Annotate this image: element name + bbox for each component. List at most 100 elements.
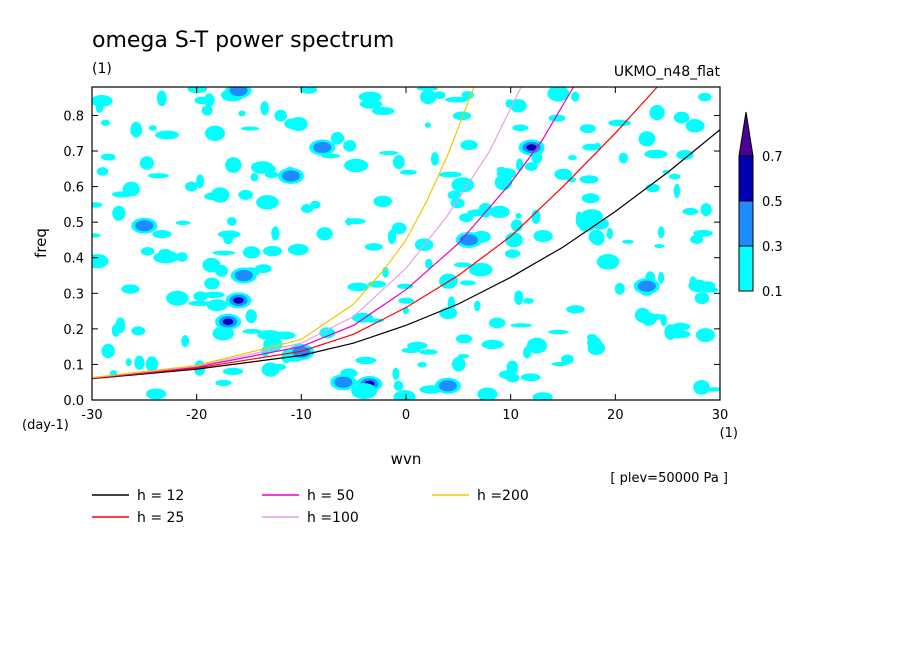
contour-patch — [455, 334, 473, 344]
contour-patch — [271, 363, 287, 371]
contour-patch — [398, 297, 415, 304]
contour-patch-strong — [351, 383, 378, 400]
pressure-level-note: [ plev=50000 Pa ] — [610, 471, 728, 486]
contour-patch — [393, 390, 416, 400]
contour-patch — [153, 252, 176, 264]
contour-patch — [176, 252, 188, 262]
contour-patch — [273, 331, 296, 340]
contour-patch — [316, 227, 333, 241]
contour-patch — [523, 346, 531, 359]
contour-patch — [667, 330, 691, 339]
dispersion-curves — [92, 87, 720, 380]
legend-label: h = 12 — [137, 488, 184, 504]
contour-patch — [92, 202, 103, 208]
contour-patch — [188, 300, 211, 306]
chart-title: omega S-T power spectrum — [92, 28, 394, 53]
contour-patch — [700, 203, 712, 217]
contour-patch — [393, 154, 405, 170]
contour-patch — [512, 124, 529, 132]
colorbar-segment — [738, 155, 754, 202]
contour-patch — [579, 124, 596, 134]
contour-patch-strong — [459, 234, 478, 246]
contour-patch — [634, 307, 651, 323]
contour-patch — [548, 329, 569, 335]
contour-patch — [125, 358, 132, 367]
contour-patch — [241, 126, 260, 131]
contour-patch — [587, 341, 605, 355]
contour-patch — [215, 379, 232, 387]
contour-patch — [205, 125, 225, 141]
legend-label: h =200 — [477, 488, 529, 504]
contour-patch — [454, 262, 472, 268]
contour-patch — [531, 209, 541, 224]
contour-patch — [676, 150, 694, 160]
contour-patch — [504, 249, 521, 259]
contour-patch — [101, 343, 115, 359]
contour-patch — [496, 168, 516, 180]
contour-patch — [96, 167, 109, 176]
contour-patch — [204, 277, 220, 290]
contour-patch — [196, 174, 205, 189]
contour-patch — [100, 119, 111, 126]
contour-patch — [140, 247, 155, 256]
contour-patch — [481, 339, 504, 350]
contour-patch — [649, 105, 665, 121]
contour-patch — [693, 380, 710, 395]
contour-patch — [525, 162, 538, 171]
contour-patch — [206, 299, 228, 312]
contour-patch — [204, 93, 215, 107]
x-unit-label: (1) — [720, 426, 738, 441]
x-tick-label: -20 — [186, 408, 207, 423]
contour-patch — [358, 91, 382, 102]
contour-patch — [256, 195, 279, 210]
x-tick-label: -30 — [81, 408, 102, 423]
contour-patch — [212, 250, 236, 256]
contour-patch — [700, 281, 716, 292]
contour-patch — [397, 283, 414, 289]
contour-patch — [265, 171, 279, 179]
chart-subtitle: (1) — [92, 61, 112, 77]
legend-label: h = 25 — [137, 510, 184, 526]
contour-patch — [638, 131, 656, 147]
contour-patch — [682, 207, 699, 216]
dispersion-line — [92, 129, 720, 380]
contour-patch-strong — [233, 297, 244, 304]
contour-patch — [669, 173, 681, 180]
contour-patch — [424, 122, 431, 128]
y-axis-label: freq — [32, 228, 50, 258]
colorbar-segment — [738, 245, 754, 292]
contour-patch — [459, 280, 476, 286]
contour-patch — [222, 367, 244, 375]
contour-patch — [134, 355, 145, 370]
contour-patch — [226, 217, 237, 226]
contour-patch — [347, 282, 369, 292]
contour-patch-strong — [281, 170, 300, 182]
contour-patch — [554, 168, 573, 180]
colorbar-label: 0.5 — [762, 195, 783, 210]
contour-patch — [489, 205, 510, 218]
contour-patch — [469, 262, 493, 277]
contour-patch-strong — [222, 318, 234, 325]
spectrum-contour-fills — [92, 87, 720, 400]
contour-patch — [263, 245, 282, 257]
contour-patch — [145, 356, 159, 373]
contour-patch — [215, 265, 229, 277]
contour-patch — [548, 114, 566, 122]
contour-patch — [695, 328, 715, 343]
contour-patch — [533, 230, 553, 242]
legend: h = 12 h = 25 h = 50 h =100 h =200 — [92, 488, 529, 526]
contour-patch — [121, 284, 140, 294]
contour-patch — [238, 189, 253, 200]
contour-patch — [101, 153, 116, 161]
y-tick-label: 0.8 — [63, 109, 84, 124]
contour-patch — [571, 91, 580, 102]
contour-patch — [451, 177, 475, 193]
x-tick-label: -10 — [291, 408, 312, 423]
contour-patch — [606, 228, 613, 240]
contour-patch — [250, 173, 259, 182]
contour-patch — [301, 204, 314, 213]
contour-patch — [561, 354, 574, 365]
contour-patch — [242, 246, 261, 259]
contour-patch — [319, 327, 336, 339]
